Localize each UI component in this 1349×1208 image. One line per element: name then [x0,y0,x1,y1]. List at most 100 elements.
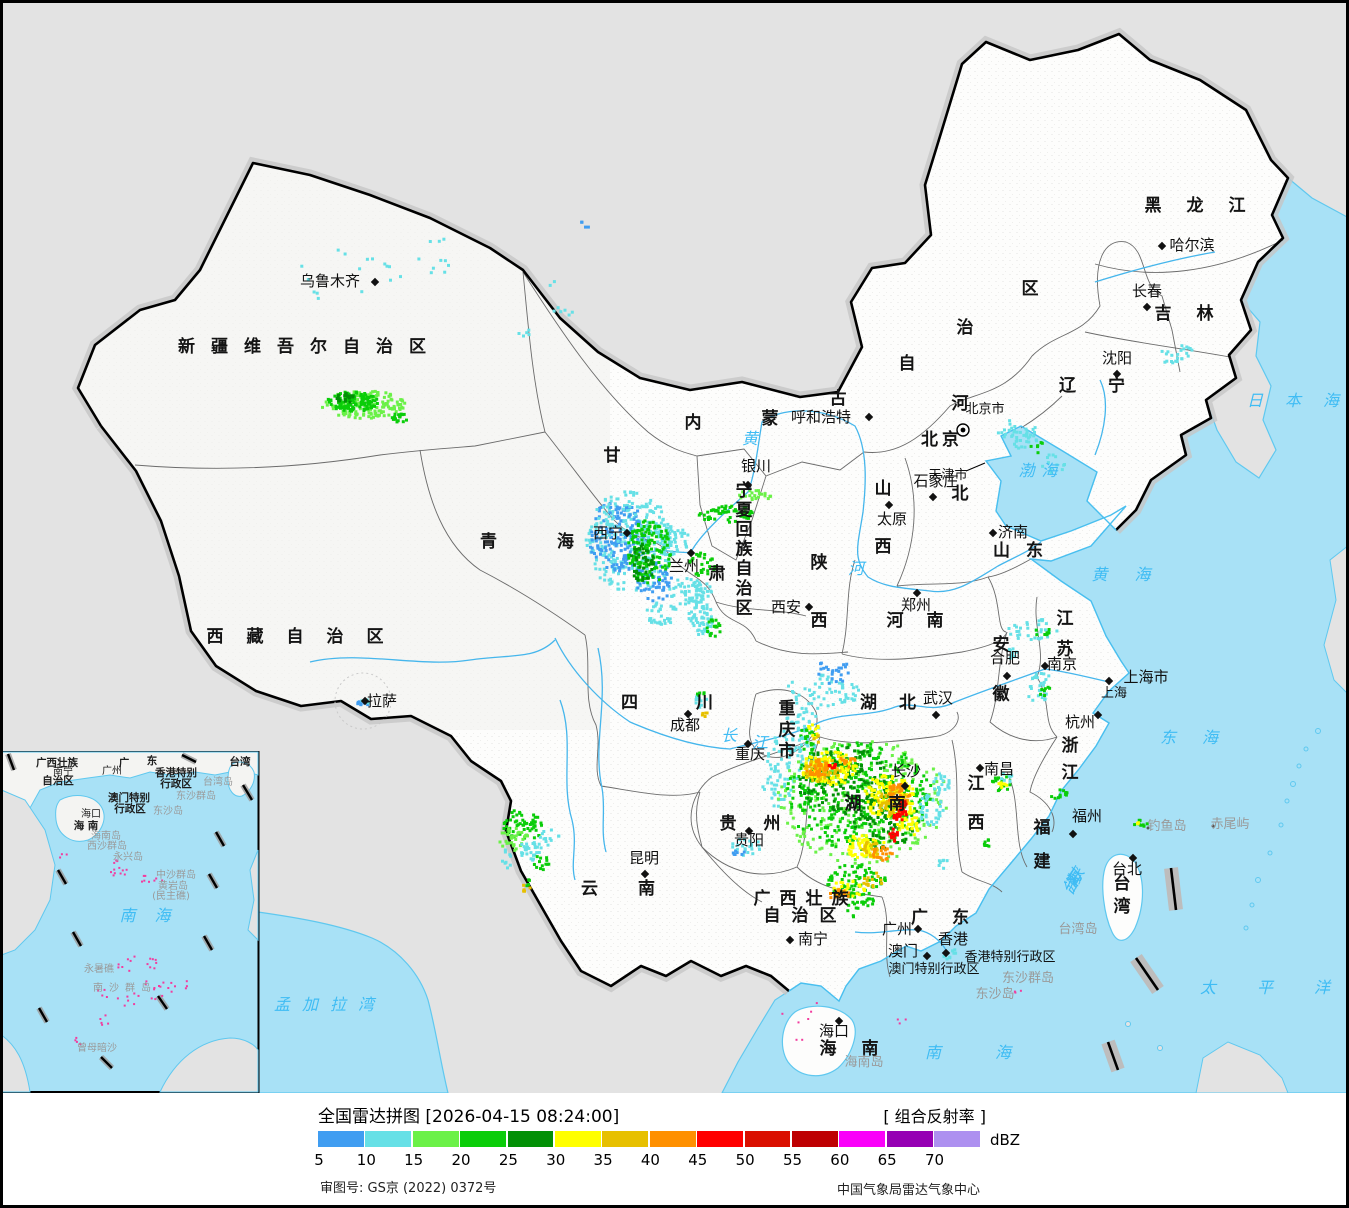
map-label: 陕西 [811,552,828,631]
map-label: 海南岛 [844,1054,883,1070]
map-label: 重庆市 [779,698,796,762]
inset-south-china-sea [0,751,260,1093]
colorbar-tick: 60 [830,1151,850,1169]
map-label: 海南 [74,819,99,832]
city-marker [743,480,753,490]
map-label: 东海 [1160,728,1220,747]
colorbar-tick: 45 [688,1151,708,1169]
map-label: 江苏 [1057,609,1074,660]
colorbar-swatch [507,1131,554,1147]
map-label: 海口 [81,807,101,820]
colorbar-swatch [791,1131,838,1147]
city-marker [922,951,932,961]
colorbar-swatch [697,1131,744,1147]
city-label: 南京 [1047,655,1077,673]
map-label: 海南岛 [91,829,121,842]
map-label: 东沙群岛 [1002,970,1054,986]
map-label: 永暑礁 [84,962,114,975]
national-border [76,32,1290,992]
map-label: 台湾岛 [203,775,233,788]
map-label: 西沙群岛 [87,839,127,852]
city-marker [1157,241,1167,251]
city-label: 南宁 [798,930,828,948]
map-label: 东 [147,754,158,767]
city-marker [744,826,754,836]
city-marker [1104,676,1114,686]
city-label: 杭州 [1065,713,1095,731]
map-label: 钓鱼岛 [1147,818,1186,834]
city-marker [864,412,874,422]
map-label: 上海 [1101,686,1127,701]
colorbar-swatch [412,1131,459,1147]
map-label: 孟加拉湾 [274,995,377,1014]
colorbar-tick: 50 [735,1151,755,1169]
map-label: 古 [830,388,847,409]
city-label: 重庆 [735,745,765,763]
colorbar-tick: 70 [925,1151,945,1169]
city-label: 银川 [741,457,771,475]
map-label: 新疆维吾尔自治区 [178,336,426,357]
city-label: 长春 [1132,282,1162,300]
city-marker [931,710,941,720]
map-label: (民主礁) [152,889,190,902]
city-marker [640,869,650,879]
map-label: 浙江 [1062,735,1079,783]
map-label: 香港特别 [154,766,197,779]
city-label: 台北 [1112,860,1142,878]
map-label: 广西壮族 [754,888,850,909]
city-label: 乌鲁木齐 [300,272,360,290]
city-marker [804,602,814,612]
city-marker [941,948,951,958]
colorbar-swatch [744,1131,791,1147]
map-label: 广西壮族 [36,756,78,769]
city-label: 西安 [771,598,801,616]
map-label: 日本海 [1247,391,1341,410]
map-label: 河南 [887,610,944,631]
colorbar-swatch [886,1131,933,1147]
city-label: 昆明 [629,849,659,867]
colorbar-tick: 20 [451,1151,471,1169]
map-label: 河北 [952,394,969,504]
map-label: 澳门特别行政区 [888,961,979,977]
map-label: 台湾 [230,755,251,768]
colorbar-tick: 35 [593,1151,613,1169]
city-label: 济南 [998,523,1028,541]
city-label: 郑州 [901,596,931,614]
map-label: 海南 [820,1038,879,1059]
city-label: 澳门 [888,942,918,960]
map-label: 广 [119,756,130,769]
tianjin-label-arrow [965,462,986,472]
map-label: 自 [899,353,916,374]
map-label: 广州 [102,765,122,777]
city-label: 拉萨 [367,692,397,710]
city-label: 海口 [819,1022,849,1040]
japan-kyushu [1323,544,1349,696]
city-label: 西宁 [593,524,623,542]
map-label: 湖北 [860,693,916,713]
colorbar-tick: 65 [877,1151,897,1169]
map-label: 区 [1022,279,1039,299]
map-label: 吉林 [1155,303,1214,324]
city-marker [686,548,696,558]
taiwan-island [1102,853,1144,941]
city-label: 南昌 [984,760,1014,778]
city-marker [1112,369,1122,379]
colorbar-tick: 15 [404,1151,424,1169]
colorbar-swatch [318,1131,364,1147]
map-label: 肃 [709,564,726,584]
city-marker [622,528,632,538]
map-label: 太平洋 [1200,978,1332,997]
city-label: 长沙 [891,762,921,780]
province-boundaries [134,239,1284,978]
nine-dash-line [1101,867,1183,1073]
map-label: 西藏自治区 [207,626,384,647]
map-label: 河 [848,559,867,578]
map-label: 北京 [921,429,959,450]
colorbar-swatch [602,1131,649,1147]
map-label: 台湾 [1114,873,1131,917]
map-label: 南海 [925,1043,1013,1062]
sea-bengal [257,911,449,1094]
map-label: 蒙 [762,408,779,429]
